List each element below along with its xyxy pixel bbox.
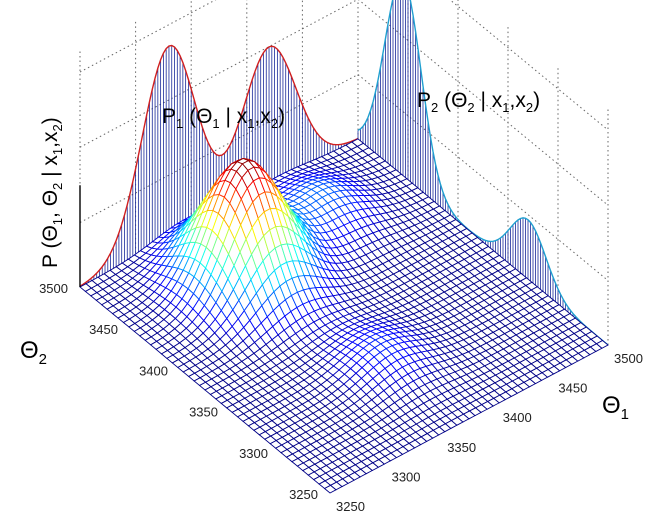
y-axis-label: Θ2 [20, 337, 47, 368]
x-tick-label: 3350 [447, 440, 476, 455]
z-axis-label: P (Θ1, Θ2 | x1,x2) [39, 117, 65, 268]
y-tick-label: 3250 [289, 487, 318, 502]
marginal-label-p2: P2 (Θ2 | x1,x2) [417, 89, 540, 115]
marginal-label-p1: P1 (Θ1 | x1,x2) [162, 105, 285, 131]
grid-line [79, 0, 609, 131]
surface-mesh [79, 138, 609, 494]
y-tick-label: 3450 [89, 322, 118, 337]
mesh-cell [595, 339, 609, 349]
marginal-outline [357, 0, 609, 346]
y-tick-label: 3500 [39, 281, 68, 296]
y-tick-label: 3300 [239, 446, 268, 461]
marginal-curve-theta2 [357, 0, 609, 346]
x-tick-label: 3400 [503, 410, 532, 425]
y-tick-label: 3350 [189, 405, 218, 420]
y-tick-label: 3400 [139, 363, 168, 378]
marginal-outline [79, 44, 359, 287]
tick-labels: 3250 3300 3350 3400 3450 3500 3250 3300 3350 3400… [39, 281, 643, 514]
grid-line [79, 73, 609, 281]
x-tick-label: 3250 [336, 499, 365, 514]
x-tick-label: 3300 [392, 469, 421, 484]
x-tick-label: 3500 [614, 351, 643, 366]
x-axis-label: Θ1 [602, 392, 629, 423]
x-tick-label: 3450 [558, 381, 587, 396]
grid-line [79, 0, 609, 206]
